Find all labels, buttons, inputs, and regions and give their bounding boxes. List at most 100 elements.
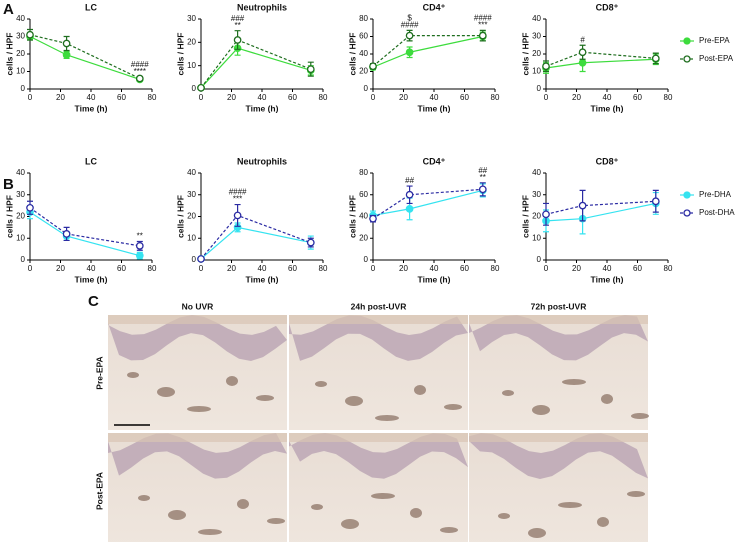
x-tick-label: 80 — [664, 93, 673, 102]
data-point — [578, 48, 587, 57]
y-tick-label: 10 — [16, 233, 25, 242]
y-tick-label: 20 — [187, 212, 196, 221]
epidermis — [469, 315, 648, 361]
series-line — [545, 200, 656, 215]
y-tick-label: 30 — [532, 190, 541, 199]
y-axis-label: cells / HPF — [347, 33, 357, 76]
significance-label: ## — [405, 176, 414, 185]
x-tick-label: 60 — [633, 264, 642, 273]
stained-cells — [558, 502, 582, 508]
significance-label: #### — [229, 188, 247, 197]
y-tick-label: 10 — [16, 67, 25, 76]
y-tick-label: 20 — [359, 233, 368, 242]
x-axis-label: Time (h) — [75, 103, 108, 113]
y-tick-label: 30 — [187, 14, 196, 23]
stained-cells — [311, 504, 323, 510]
y-axis-label: cells / HPF — [175, 33, 185, 76]
x-tick-label: 60 — [117, 264, 126, 273]
series-line — [29, 35, 140, 80]
chart-title: LC — [85, 156, 97, 166]
series-line — [200, 47, 311, 89]
significance-label: #### — [131, 60, 149, 69]
panel-label: B — [3, 176, 14, 193]
data-point — [26, 203, 34, 212]
y-tick-label: 40 — [532, 14, 541, 23]
chart-title: CD8⁺ — [596, 156, 619, 166]
y-axis-label: cells / HPF — [4, 195, 14, 238]
legend-label: Post-DHA — [699, 208, 735, 217]
stained-cells — [237, 499, 249, 509]
y-tick-label: 20 — [532, 212, 541, 221]
stained-cells — [498, 513, 510, 519]
x-axis-label: Time (h) — [418, 274, 451, 284]
y-tick-label: 10 — [187, 61, 196, 70]
y-tick-label: 20 — [187, 37, 196, 46]
data-point — [405, 205, 414, 213]
y-tick-label: 30 — [16, 32, 25, 41]
y-tick-label: 40 — [16, 168, 25, 177]
stained-cells — [631, 413, 649, 419]
stained-cells — [597, 517, 609, 527]
series-line — [200, 39, 312, 89]
data-point — [478, 185, 487, 194]
x-axis-label: Time (h) — [246, 274, 279, 284]
data-point — [135, 251, 144, 260]
x-tick-label: 0 — [544, 93, 549, 102]
y-tick-label: 10 — [532, 67, 541, 76]
y-tick-label: 0 — [364, 255, 369, 264]
stained-cells — [256, 395, 274, 401]
significance-label: #### — [401, 20, 419, 29]
stained-cells — [157, 387, 175, 397]
y-tick-label: 40 — [16, 14, 25, 23]
x-tick-label: 60 — [288, 93, 297, 102]
chart-title: Neutrophils — [237, 2, 287, 12]
series-line — [200, 226, 311, 260]
y-tick-label: 0 — [192, 255, 197, 264]
data-point — [369, 62, 377, 71]
stained-cells — [410, 508, 422, 518]
stained-cells — [371, 493, 395, 499]
stratum-corneum — [469, 315, 648, 324]
x-tick-label: 20 — [56, 264, 65, 273]
stained-cells — [440, 527, 458, 533]
chart-title: LC — [85, 2, 97, 12]
x-tick-label: 20 — [572, 93, 581, 102]
x-tick-label: 60 — [460, 264, 469, 273]
legend-marker — [683, 209, 691, 217]
y-tick-label: 60 — [359, 32, 368, 41]
y-tick-label: 80 — [359, 168, 368, 177]
series-line — [545, 202, 656, 222]
epidermis — [289, 433, 468, 479]
significance-label: ** — [234, 21, 240, 30]
x-tick-label: 0 — [199, 93, 204, 102]
x-tick-label: 20 — [227, 93, 236, 102]
x-tick-label: 40 — [603, 264, 612, 273]
data-point — [578, 58, 587, 67]
series-line — [29, 34, 141, 80]
significance-label: ## — [478, 166, 487, 175]
significance-label: ** — [480, 173, 486, 182]
x-tick-label: 40 — [87, 264, 96, 273]
stained-cells — [414, 385, 426, 395]
significance-label: $ — [407, 13, 412, 22]
x-tick-label: 0 — [28, 93, 33, 102]
x-axis-label: Time (h) — [591, 274, 624, 284]
series-line — [545, 51, 656, 67]
stratum-corneum — [108, 315, 287, 324]
legend-label: Pre-DHA — [699, 190, 732, 199]
stained-cells — [502, 390, 514, 396]
stained-cells — [315, 381, 327, 387]
stained-cells — [187, 406, 211, 412]
y-tick-label: 0 — [21, 84, 26, 93]
y-tick-label: 80 — [359, 14, 368, 23]
data-point — [306, 65, 315, 74]
data-point — [542, 62, 550, 71]
y-tick-label: 0 — [537, 84, 542, 93]
stained-cells — [341, 519, 359, 529]
significance-label: ### — [231, 14, 245, 23]
data-point — [542, 210, 550, 219]
stained-cells — [138, 495, 150, 501]
data-point — [405, 31, 414, 40]
x-axis-label: Time (h) — [418, 103, 451, 113]
